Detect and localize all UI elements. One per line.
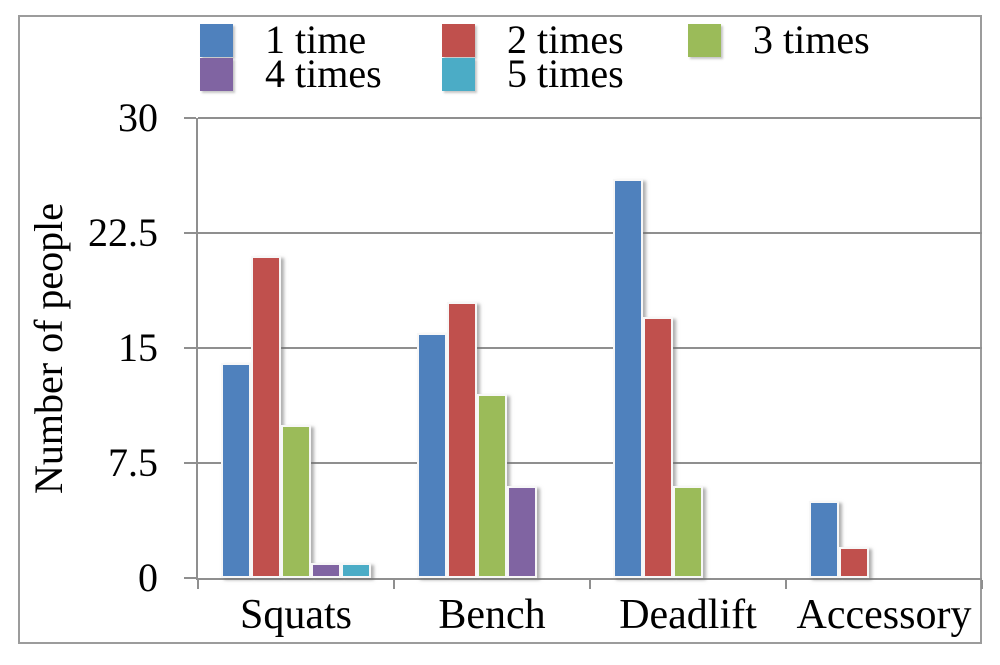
y-tick-label-22.5: 22.5 — [88, 210, 158, 255]
bar-squats-5-times — [341, 562, 371, 578]
x-axis-tick — [589, 580, 591, 589]
bar-deadlift-1-time — [613, 179, 643, 578]
legend-swatch-3-times — [688, 23, 721, 57]
bar-squats-1-time — [221, 363, 251, 578]
legend-swatch-4-times — [200, 57, 233, 91]
gridline-22.5 — [198, 232, 982, 234]
bar-bench-2-times — [447, 302, 477, 578]
bar-accessory-2-times — [839, 547, 869, 578]
gridline-15 — [198, 347, 982, 349]
bar-bench-3-times — [477, 394, 507, 578]
x-category-label-accessory: Accessory — [796, 592, 972, 638]
y-tick-label-0: 0 — [138, 555, 158, 600]
legend-label-4-times: 4 times — [265, 51, 382, 96]
bar-squats-3-times — [281, 424, 311, 578]
bar-squats-4-times — [311, 562, 341, 578]
bar-squats-2-times — [251, 256, 281, 578]
legend-swatch-5-times — [442, 57, 475, 91]
legend-label-3-times: 3 times — [753, 17, 870, 62]
legend-item-4-times: 4 times — [200, 51, 382, 96]
bar-accessory-1-time — [809, 501, 839, 578]
y-tick-label-15: 15 — [118, 325, 158, 370]
y-axis-tick — [184, 347, 196, 349]
x-category-label-bench: Bench — [438, 592, 546, 638]
legend-label-5-times: 5 times — [507, 51, 624, 96]
y-axis-tick — [184, 462, 196, 464]
y-axis-tick — [184, 232, 196, 234]
bar-deadlift-2-times — [643, 317, 673, 578]
legend-swatch-1-time — [200, 23, 233, 57]
legend-swatch-2-times — [442, 23, 475, 57]
bar-bench-1-time — [417, 332, 447, 578]
legend-item-2-times: 2 times — [442, 17, 624, 62]
gridline-30 — [198, 117, 982, 119]
legend-item-1-time: 1 time — [200, 17, 367, 62]
bar-bench-4-times — [507, 486, 537, 578]
plot-area: 0 7.5 15 22.5 30 Squats Bench Deadlift Accessory — [88, 95, 983, 638]
x-axis-tick — [197, 580, 199, 589]
legend-label-2-times: 2 times — [507, 17, 624, 62]
bar-deadlift-3-times — [673, 486, 703, 578]
y-axis-tick — [184, 577, 196, 579]
x-category-label-deadlift: Deadlift — [619, 592, 757, 638]
y-axis-tick — [184, 117, 196, 119]
x-axis-tick — [393, 580, 395, 589]
x-axis-tick — [785, 580, 787, 589]
y-tick-label-30: 30 — [118, 95, 158, 140]
chart-frame: 1 time 2 times 3 times 4 times 5 times Numbe… — [18, 15, 983, 644]
x-axis-tick — [981, 580, 983, 589]
legend-item-3-times: 3 times — [688, 17, 870, 62]
gridline-7.5 — [198, 462, 982, 464]
x-category-label-squats: Squats — [239, 592, 352, 638]
y-tick-label-7.5: 7.5 — [108, 440, 158, 485]
legend-item-5-times: 5 times — [442, 51, 624, 96]
legend-label-1-time: 1 time — [265, 17, 367, 62]
